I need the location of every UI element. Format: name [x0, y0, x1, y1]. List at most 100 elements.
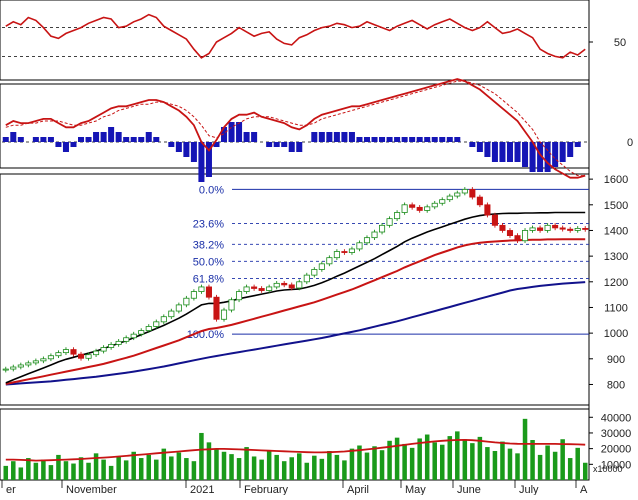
- candle-body: [251, 286, 258, 289]
- candle-body: [439, 199, 446, 204]
- volume-bar: [334, 454, 340, 480]
- volume-bar: [507, 448, 513, 480]
- volume-bar: [515, 453, 520, 480]
- fib-level-label: 38.2%: [193, 239, 224, 251]
- candle-body: [93, 350, 100, 356]
- volume-bar: [485, 447, 490, 480]
- volume-bar: [522, 418, 528, 480]
- candle-body: [198, 286, 205, 292]
- candle-body: [326, 257, 333, 265]
- ma-blue-line: [5, 281, 586, 386]
- volume-bar: [567, 458, 573, 480]
- candle-body: [55, 352, 62, 357]
- candle-body: [454, 192, 461, 197]
- candle-body: [243, 286, 250, 292]
- volume-bar: [86, 462, 91, 480]
- volume-bar: [545, 445, 550, 480]
- fib-level-label: 61.8%: [193, 273, 224, 285]
- volume-bar: [169, 456, 174, 480]
- candle-body: [386, 218, 393, 226]
- volume-bar: [48, 465, 54, 480]
- volume-bar: [56, 454, 61, 480]
- candle-body: [168, 310, 175, 318]
- volume-bar: [575, 447, 580, 480]
- volume-bar: [327, 450, 332, 480]
- candle-body: [2, 368, 9, 371]
- volume-bar: [537, 454, 543, 480]
- volume-bar: [500, 441, 505, 480]
- volume-bar: [26, 458, 31, 480]
- candle-body: [153, 321, 160, 327]
- candle-body: [574, 228, 581, 231]
- volume-bar: [274, 454, 279, 480]
- candle-body: [484, 204, 491, 216]
- volume-bar: [18, 467, 24, 480]
- volume-bar: [387, 440, 392, 480]
- fib-level-label: 0.0%: [199, 184, 224, 196]
- candle-body: [25, 362, 32, 366]
- candle-body: [85, 354, 92, 359]
- macd-panel: 0: [2, 78, 633, 182]
- candle-body: [62, 349, 70, 354]
- price-tick-label: 1600: [604, 174, 628, 186]
- volume-bar: [33, 462, 39, 480]
- price-panel: 0.0% 23.6% 38.2% 50.0% 61.8% 100.0% 1600 1500 14…: [2, 174, 628, 391]
- fib-level-label: 23.6%: [193, 219, 224, 231]
- x-tick-label: A: [580, 484, 588, 495]
- candle-body: [424, 206, 431, 211]
- volume-bar: [78, 457, 84, 480]
- volume-unit-label: x10000: [593, 464, 623, 474]
- price-tick-label: 900: [607, 354, 625, 366]
- candle-body: [70, 349, 77, 355]
- volume-bar: [439, 444, 445, 480]
- volume-bar: [199, 432, 204, 480]
- volume-bar: [349, 448, 355, 480]
- volume-bar: [455, 431, 460, 480]
- candle-body: [220, 309, 228, 320]
- rsi-tick-label: 50: [614, 37, 626, 49]
- volume-bar: [63, 461, 69, 480]
- candle-body: [529, 227, 536, 231]
- volume-bar: [342, 460, 347, 480]
- volume-bar: [131, 451, 136, 480]
- candle-body: [258, 288, 265, 291]
- candle-body: [190, 291, 197, 299]
- panel-frames: [0, 0, 590, 481]
- candle-body: [296, 281, 303, 289]
- candle-body: [205, 286, 212, 298]
- volume-bar: [447, 436, 453, 480]
- x-tick-label: 2021: [190, 484, 214, 495]
- candle-body: [363, 237, 371, 244]
- candle-body: [491, 214, 498, 226]
- x-tick-label: May: [405, 484, 426, 495]
- candle-body: [431, 202, 438, 208]
- candle-body: [213, 296, 220, 320]
- x-tick-label: July: [519, 484, 539, 495]
- candle-body: [499, 224, 506, 231]
- volume-bar: [176, 452, 182, 480]
- candle-body: [100, 347, 107, 352]
- volume-bar: [297, 453, 302, 480]
- ma-red-line: [5, 238, 586, 385]
- volume-bar: [161, 448, 167, 480]
- candle-body: [303, 274, 310, 283]
- candle-body: [10, 366, 17, 370]
- macd-line: [5, 78, 586, 179]
- candle-body: [17, 364, 24, 368]
- candle-body: [341, 251, 348, 253]
- candle-body: [236, 291, 243, 301]
- volume-bar: [582, 462, 588, 480]
- volume-bar: [191, 461, 197, 480]
- volume-bar: [402, 443, 407, 480]
- volume-bar: [477, 436, 483, 480]
- candle-body: [123, 337, 130, 342]
- volume-bar: [108, 465, 114, 480]
- price-tick-label: 1300: [604, 251, 628, 263]
- candle-body: [521, 230, 529, 242]
- volume-bar: [357, 445, 362, 480]
- candle-body: [77, 353, 85, 359]
- volume-bar: [462, 439, 468, 480]
